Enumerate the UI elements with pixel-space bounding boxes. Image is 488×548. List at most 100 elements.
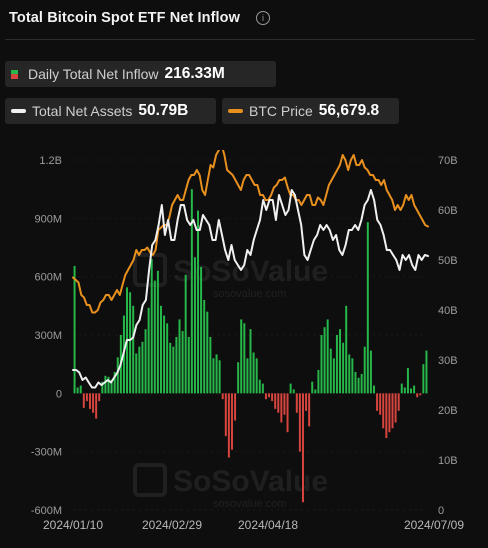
right-tick-label: 70B xyxy=(438,155,458,167)
left-tick-label: -600M xyxy=(31,505,62,517)
inflow-bar xyxy=(308,393,311,427)
inflow-bar xyxy=(92,393,95,413)
inflow-bar xyxy=(258,379,261,394)
inflow-bar xyxy=(283,393,286,415)
left-tick-label: 600M xyxy=(34,272,62,284)
watermark-url: sosovalue.com xyxy=(213,498,286,510)
legend-daily-inflow-value: 216.33M xyxy=(164,65,225,82)
inflow-bar xyxy=(403,387,406,394)
inflow-bar xyxy=(252,352,255,394)
inflow-bar xyxy=(153,280,156,394)
inflow-chart[interactable]: SoSoValuesosovalue.comSoSoValuesosovalue… xyxy=(0,150,488,548)
right-tick-label: 40B xyxy=(438,305,458,317)
legend-daily-inflow-label: Daily Total Net Inflow xyxy=(28,66,159,82)
inflow-bar xyxy=(175,336,178,394)
inflow-bar xyxy=(360,373,363,394)
inflow-bar xyxy=(280,393,283,423)
legend-total-net-assets-label: Total Net Assets xyxy=(32,103,133,119)
inflow-bar xyxy=(246,358,249,394)
inflow-bar xyxy=(88,393,91,409)
inflow-bar xyxy=(342,342,345,394)
watermark-brand: SoSoValue xyxy=(173,465,328,498)
inflow-bar xyxy=(98,393,101,402)
info-circle-icon[interactable]: i xyxy=(255,11,270,25)
inflow-bar xyxy=(101,381,104,394)
inflow-bar xyxy=(366,222,369,394)
inflow-bar xyxy=(268,393,271,398)
legend-total-net-assets[interactable]: Total Net Assets 50.79B xyxy=(5,98,216,124)
x-tick-label: 2024/01/10 xyxy=(43,518,103,532)
inflow-bar xyxy=(190,189,193,394)
inflow-bar xyxy=(206,311,209,394)
inflow-bar xyxy=(135,353,138,394)
total-net-assets-line xyxy=(72,189,429,389)
legend-btc-price-label: BTC Price xyxy=(249,103,313,119)
inflow-bar xyxy=(169,342,172,394)
inflow-bar xyxy=(156,270,159,394)
inflow-bar xyxy=(357,377,360,394)
inflow-bar xyxy=(320,335,323,394)
inflow-bar xyxy=(348,354,351,394)
inflow-bar xyxy=(416,393,419,398)
inflow-bar xyxy=(286,393,289,433)
inflow-bar xyxy=(369,350,372,394)
inflow-bar xyxy=(388,393,391,433)
inflow-bar xyxy=(95,393,98,419)
inflow-bar xyxy=(218,360,221,394)
chart-axes: -600M -300M 0 300M 600M 900M 1.2B 0 10B 20B 30B 40B… xyxy=(31,155,465,532)
inflow-bar xyxy=(292,389,295,394)
inflow-bar xyxy=(181,331,184,394)
btc-price-line xyxy=(72,150,429,314)
legend-total-net-assets-value: 50.79B xyxy=(138,102,189,119)
inflow-bar xyxy=(144,329,147,394)
inflow-bar xyxy=(141,341,144,394)
inflow-bar xyxy=(79,385,82,394)
inflow-bar xyxy=(240,319,243,394)
inflow-bars xyxy=(73,189,428,503)
inflow-bar xyxy=(129,292,132,394)
inflow-bar xyxy=(425,350,428,394)
inflow-bar xyxy=(215,354,218,394)
inflow-bar xyxy=(354,371,357,394)
right-tick-label: 30B xyxy=(438,355,458,367)
inflow-bar xyxy=(227,393,230,458)
inflow-bar xyxy=(172,346,175,394)
inflow-bar xyxy=(379,393,382,415)
inflow-bar xyxy=(209,336,212,394)
chart-header: Total Bitcoin Spot ETF Net Inflow i xyxy=(9,7,270,29)
legend-btc-price[interactable]: BTC Price 56,679.8 xyxy=(222,98,399,124)
right-tick-label: 50B xyxy=(438,255,458,267)
inflow-bar xyxy=(305,393,308,411)
x-tick-label: 2024/02/29 xyxy=(142,518,202,532)
inflow-bar xyxy=(372,385,375,394)
inflow-bar xyxy=(163,315,166,394)
inflow-bar xyxy=(295,393,298,413)
inflow-bar xyxy=(104,375,107,394)
inflow-bar xyxy=(113,371,116,394)
inflow-bar xyxy=(166,323,169,394)
inflow-bar xyxy=(261,383,264,394)
x-tick-label: 2024/07/09 xyxy=(404,518,464,532)
inflow-bar xyxy=(329,348,332,394)
inflow-bar xyxy=(351,358,354,394)
inflow-swatch-icon xyxy=(11,69,18,79)
inflow-bar xyxy=(363,346,366,394)
inflow-bar xyxy=(85,393,88,402)
left-tick-label: 300M xyxy=(34,330,62,342)
inflow-bar xyxy=(339,329,342,394)
left-tick-label: 1.2B xyxy=(39,155,62,167)
header-divider xyxy=(5,39,475,40)
inflow-bar xyxy=(203,300,206,394)
white-line-swatch-icon xyxy=(11,109,26,113)
inflow-bar xyxy=(335,335,338,394)
inflow-bar xyxy=(397,393,400,411)
inflow-bar xyxy=(243,323,246,394)
legend-btc-price-value: 56,679.8 xyxy=(318,102,380,119)
inflow-bar xyxy=(193,257,196,394)
inflow-bar xyxy=(224,393,227,437)
legend-daily-inflow[interactable]: Daily Total Net Inflow 216.33M xyxy=(5,61,276,87)
inflow-bar xyxy=(317,370,320,394)
inflow-bar xyxy=(138,346,141,394)
